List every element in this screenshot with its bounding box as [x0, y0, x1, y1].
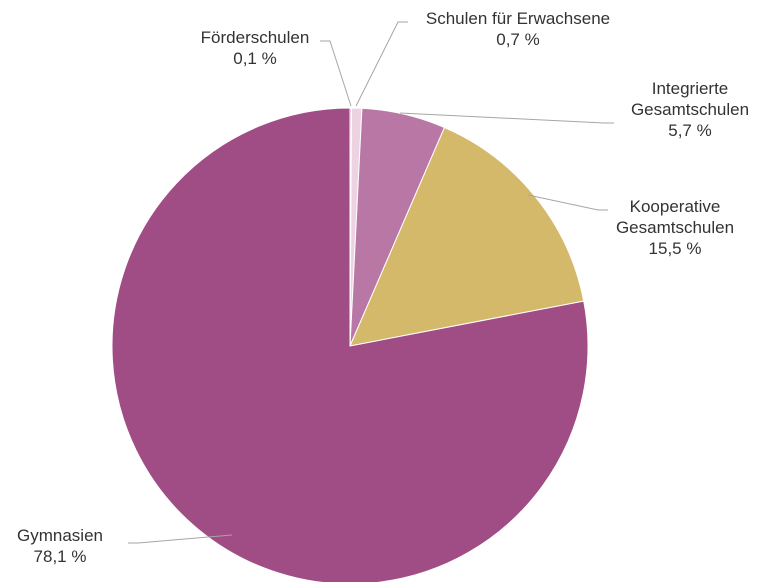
category-name: Förderschulen [200, 28, 310, 47]
leader-line [320, 40, 352, 107]
value-label: 0,7 % [496, 30, 540, 49]
category-name: Integrierte Gesamtschulen [630, 79, 750, 119]
value-label: 78,1 % [33, 547, 87, 566]
data-label: Kooperative Gesamtschulen 15,5 % [595, 196, 755, 259]
data-label: Schulen für Erwachsene 0,7 % [398, 8, 638, 50]
value-label: 15,5 % [648, 239, 702, 258]
value-label: 0,1 % [233, 49, 277, 68]
leader-line [399, 112, 614, 124]
category-name: Gymnasien [17, 526, 103, 545]
data-label: Integrierte Gesamtschulen 5,7 % [610, 78, 770, 141]
pie-slice [111, 107, 589, 582]
data-label: Gymnasien 78,1 % [0, 525, 120, 567]
leader-line [355, 21, 408, 107]
leader-line [527, 194, 608, 211]
category-name: Schulen für Erwachsene [425, 9, 611, 28]
leader-line [128, 534, 233, 544]
value-label: 5,7 % [668, 121, 712, 140]
data-label: Förderschulen 0,1 % [175, 27, 335, 69]
category-name: Kooperative Gesamtschulen [615, 197, 735, 237]
